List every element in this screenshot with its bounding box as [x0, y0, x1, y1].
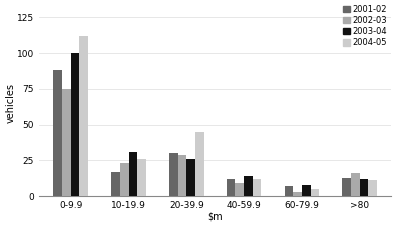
- Bar: [186, 159, 195, 196]
- Bar: [285, 186, 293, 196]
- Bar: [169, 153, 178, 196]
- Bar: [137, 159, 146, 196]
- Bar: [360, 179, 368, 196]
- Y-axis label: vehicles: vehicles: [6, 83, 15, 123]
- Bar: [120, 163, 129, 196]
- Bar: [178, 155, 186, 196]
- Bar: [244, 176, 253, 196]
- Bar: [79, 36, 88, 196]
- Bar: [227, 179, 235, 196]
- Bar: [195, 132, 204, 196]
- Bar: [253, 179, 262, 196]
- Bar: [54, 70, 62, 196]
- Bar: [235, 183, 244, 196]
- X-axis label: $m: $m: [208, 211, 223, 222]
- Bar: [111, 172, 120, 196]
- Bar: [71, 53, 79, 196]
- Bar: [310, 189, 319, 196]
- Bar: [351, 173, 360, 196]
- Bar: [62, 89, 71, 196]
- Legend: 2001-02, 2002-03, 2003-04, 2004-05: 2001-02, 2002-03, 2003-04, 2004-05: [343, 5, 387, 47]
- Bar: [342, 178, 351, 196]
- Bar: [302, 185, 310, 196]
- Bar: [368, 180, 377, 196]
- Bar: [293, 192, 302, 196]
- Bar: [129, 152, 137, 196]
